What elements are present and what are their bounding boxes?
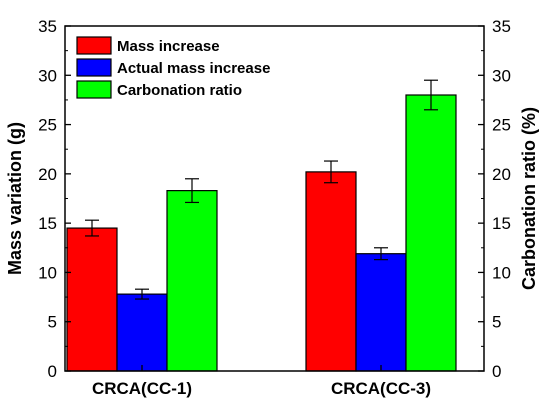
y-tick-label: 35 — [38, 17, 57, 36]
error-bar-mass-increase-1 — [324, 160, 338, 184]
legend-swatch-mass-increase — [76, 36, 112, 55]
legend-label-mass-increase: Mass increase — [117, 38, 220, 55]
y2-axis-title: Carbonation ratio (%) — [519, 107, 539, 290]
y-tick-label: 15 — [38, 214, 57, 233]
bar-mass-increase-0 — [66, 227, 118, 372]
y-tick-label: 25 — [38, 116, 57, 135]
y2-tick-label: 0 — [492, 362, 501, 381]
y-tick-label: 0 — [48, 362, 57, 381]
error-bars-group — [85, 79, 438, 300]
y2-tick-label: 30 — [492, 66, 511, 85]
x-category-label: CRCA(CC-1) — [92, 379, 192, 398]
y2-tick-label: 25 — [492, 116, 511, 135]
y-tick-label: 30 — [38, 66, 57, 85]
ticks-group: 0 5 10 15 20 25 30 35 0 5 10 15 20 25 30 35 CRCA(CC-1) CR… — [38, 17, 511, 398]
bar-carbonation-ratio-0 — [166, 190, 218, 372]
y-tick-label: 10 — [38, 263, 57, 282]
bar-actual-mass-increase-1 — [355, 253, 407, 372]
legend-swatch-carbonation-ratio — [76, 80, 112, 99]
error-bar-actual-mass-increase-0 — [135, 288, 149, 300]
y2-tick-label: 15 — [492, 214, 511, 233]
legend-label-carbonation-ratio: Carbonation ratio — [117, 82, 242, 99]
y2-tick-label: 5 — [492, 313, 501, 332]
error-bar-actual-mass-increase-1 — [374, 247, 388, 261]
legend-label-actual-mass-increase: Actual mass increase — [117, 60, 270, 77]
legend: Mass increase Actual mass increase Carbona… — [76, 36, 270, 99]
bar-mass-increase-1 — [305, 171, 357, 372]
error-bar-mass-increase-0 — [85, 219, 99, 237]
x-category-label: CRCA(CC-3) — [331, 379, 431, 398]
legend-swatch-actual-mass-increase — [76, 58, 112, 77]
y2-tick-label: 35 — [492, 17, 511, 36]
y-tick-label: 5 — [48, 313, 57, 332]
bars-group — [66, 94, 457, 372]
y-tick-label: 20 — [38, 165, 57, 184]
y-axis-title: Mass variation (g) — [5, 122, 25, 275]
bar-carbonation-ratio-1 — [405, 94, 457, 372]
y2-tick-label: 10 — [492, 263, 511, 282]
bar-actual-mass-increase-0 — [116, 293, 168, 372]
error-bar-carbonation-ratio-0 — [185, 178, 199, 204]
error-bar-carbonation-ratio-1 — [424, 79, 438, 111]
y2-tick-label: 20 — [492, 165, 511, 184]
